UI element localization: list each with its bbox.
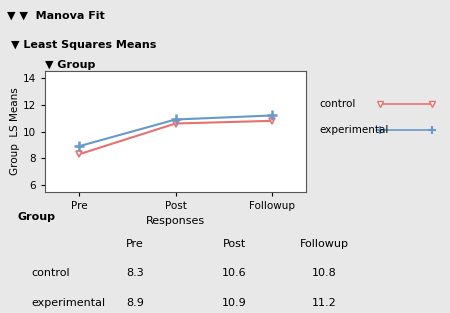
Text: control: control [320,99,356,109]
Text: control: control [32,268,70,278]
Text: 8.9: 8.9 [126,298,144,308]
X-axis label: Responses: Responses [146,217,205,226]
Text: 10.6: 10.6 [222,268,246,278]
Text: ▼ Least Squares Means: ▼ Least Squares Means [11,40,157,50]
Text: experimental: experimental [32,298,106,308]
Y-axis label: Group  LS Means: Group LS Means [10,88,20,175]
Text: Post: Post [222,239,246,249]
Text: Group: Group [18,212,56,222]
Text: ▼ Group: ▼ Group [45,60,95,70]
Text: Followup: Followup [300,239,348,249]
Text: Pre: Pre [126,239,144,249]
Text: experimental: experimental [320,125,389,135]
Text: 8.3: 8.3 [126,268,144,278]
Text: ▼ ▼  Manova Fit: ▼ ▼ Manova Fit [7,11,104,21]
Text: 10.8: 10.8 [311,268,337,278]
Text: 11.2: 11.2 [311,298,337,308]
Text: 10.9: 10.9 [221,298,247,308]
